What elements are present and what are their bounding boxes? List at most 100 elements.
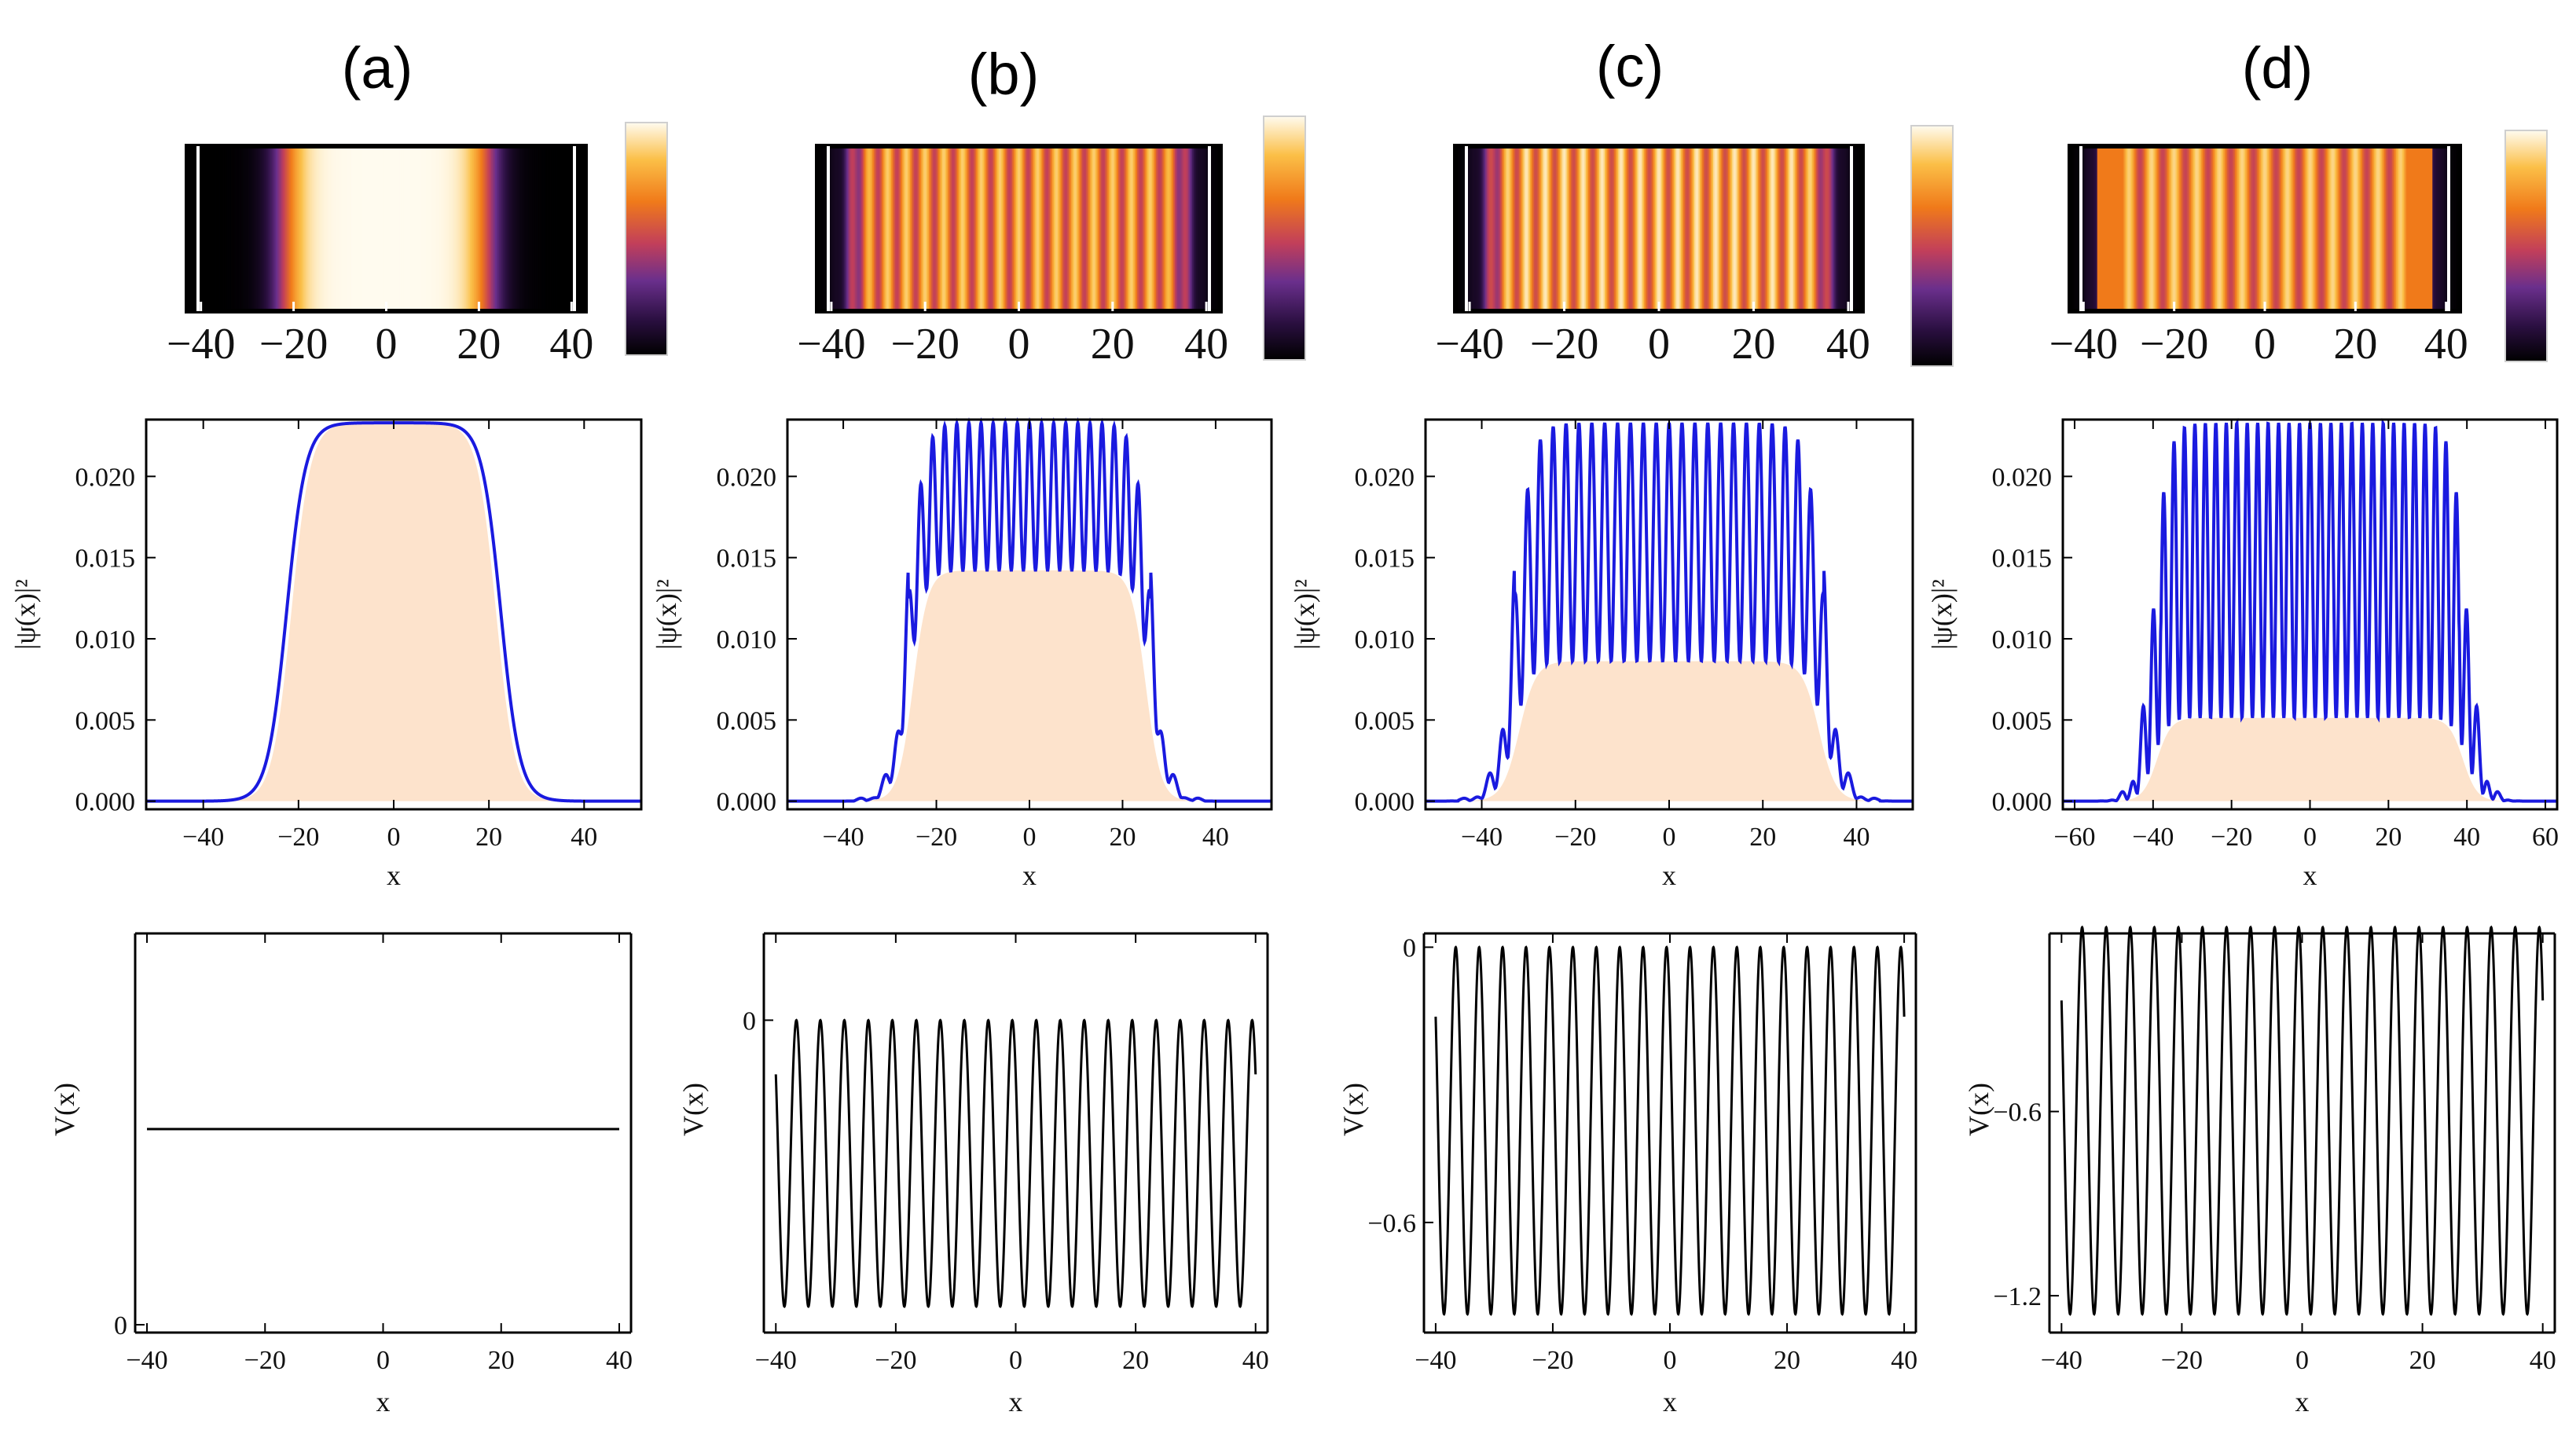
heatmap-cell <box>306 146 309 311</box>
heatmap-cell <box>822 146 825 311</box>
heatmap-cell <box>2372 146 2375 311</box>
heatmap-cell <box>2273 146 2277 311</box>
heatmap-cell <box>1576 146 1579 311</box>
heatmap-cell <box>829 146 831 311</box>
heatmap-cell <box>1172 146 1174 311</box>
heatmap-cell <box>2321 146 2325 311</box>
heatmap-cell <box>2115 146 2118 311</box>
heatmap-cell <box>2321 146 2323 311</box>
heatmap-cell <box>2214 146 2216 311</box>
heatmap-cell <box>2415 146 2418 311</box>
heatmap-cell <box>461 146 464 311</box>
heatmap-cell <box>2307 146 2310 311</box>
heatmap-cell <box>1540 146 1543 311</box>
heatmap-cell <box>1546 146 1549 311</box>
heatmap-cell <box>2453 146 2456 311</box>
heatmap-cell <box>2204 146 2206 311</box>
heatmap-cell <box>2272 146 2275 311</box>
heatmap-cell <box>1011 146 1013 311</box>
heatmap-cell <box>2154 146 2156 311</box>
heatmap-cell <box>1047 146 1049 311</box>
heatmap-cell <box>494 146 496 311</box>
heatmap-cell <box>1594 146 1596 311</box>
heatmap-cell <box>890 146 892 311</box>
heatmap-cell <box>249 146 251 311</box>
heatmap-cell <box>2172 146 2175 311</box>
heatmap-cell <box>1822 146 1824 311</box>
heatmap-cell <box>571 146 573 311</box>
heatmap-cell <box>942 146 945 311</box>
heatmap-cell <box>1122 146 1125 311</box>
density-x-tick-label: −40 <box>822 823 864 852</box>
heatmap-cell <box>1001 146 1004 311</box>
heatmap-cell <box>1463 146 1466 311</box>
heatmap-cell <box>2407 146 2410 311</box>
heatmap-tick-label: 40 <box>1826 320 1870 368</box>
heatmap-cell <box>2328 146 2331 311</box>
heatmap-cell <box>1652 146 1654 311</box>
heatmap-cell <box>2240 146 2243 311</box>
heatmap-tick-label: 0 <box>1648 320 1670 368</box>
heatmap-cell <box>2436 146 2438 311</box>
heatmap-cell <box>442 146 444 311</box>
heatmap-cell <box>303 146 306 311</box>
heatmap-cell <box>1484 146 1488 311</box>
heatmap-cell <box>342 146 345 311</box>
heatmap-cell <box>2266 146 2269 311</box>
heatmap-cell <box>1020 146 1022 311</box>
potential-x-tick-label: −20 <box>244 1346 286 1375</box>
heatmap-cell <box>1683 146 1686 311</box>
heatmap-cell <box>939 146 942 311</box>
heatmap-cell <box>2454 146 2457 311</box>
heatmap-cell <box>1759 146 1762 311</box>
heatmap-cell <box>499 146 501 311</box>
heatmap-cell <box>1018 146 1022 311</box>
heatmap-cell <box>1083 146 1086 311</box>
heatmap-cell <box>1092 146 1095 311</box>
heatmap-cell <box>1474 146 1477 311</box>
heatmap-cell <box>1216 146 1219 311</box>
heatmap-cell <box>538 146 541 311</box>
heatmap-cell <box>1068 146 1071 311</box>
heatmap-cell <box>2122 146 2124 311</box>
heatmap-cell <box>1022 146 1026 311</box>
heatmap-cell <box>411 146 414 311</box>
heatmap-cell <box>1650 146 1653 311</box>
heatmap-cell <box>288 146 290 311</box>
heatmap-cell <box>336 146 338 311</box>
heatmap-cell <box>515 146 517 311</box>
potential-x-axis-title: x <box>2295 1386 2310 1417</box>
heatmap-cell <box>2134 146 2136 311</box>
heatmap-cell <box>949 146 952 311</box>
density-y-tick-label: 0.010 <box>717 625 777 654</box>
heatmap-cell <box>926 146 929 311</box>
heatmap-cell <box>2255 146 2258 311</box>
heatmap-cell <box>1644 146 1646 311</box>
potential-x-tick-label: 20 <box>2409 1346 2436 1375</box>
heatmap-cell <box>1030 146 1033 311</box>
heatmap-cell <box>1824 146 1827 311</box>
heatmap-cell <box>309 146 311 311</box>
heatmap-cell <box>1790 146 1793 311</box>
heatmap-cell <box>274 146 277 311</box>
heatmap-cell <box>2136 146 2138 311</box>
heatmap-cell <box>985 146 988 311</box>
heatmap-cell <box>2275 146 2277 311</box>
heatmap-cell <box>1721 146 1723 311</box>
potential-x-tick-label: −20 <box>875 1346 916 1375</box>
heatmap-cell <box>1797 146 1800 311</box>
heatmap-cell <box>2251 146 2254 311</box>
heatmap-cell <box>1633 146 1635 311</box>
heatmap-cell <box>1052 146 1055 311</box>
heatmap-cell <box>2291 146 2293 311</box>
heatmap-cell <box>419 146 422 311</box>
heatmap-cell <box>332 146 336 311</box>
heatmap-cell <box>2142 146 2145 311</box>
heatmap-cell <box>2339 146 2341 311</box>
heatmap-cell <box>1484 146 1486 311</box>
heatmap-cell <box>2244 146 2246 311</box>
heatmap-cell <box>2170 146 2172 311</box>
heatmap-cell <box>407 146 410 311</box>
heatmap-cell <box>475 146 478 311</box>
heatmap-cell <box>2347 146 2349 311</box>
